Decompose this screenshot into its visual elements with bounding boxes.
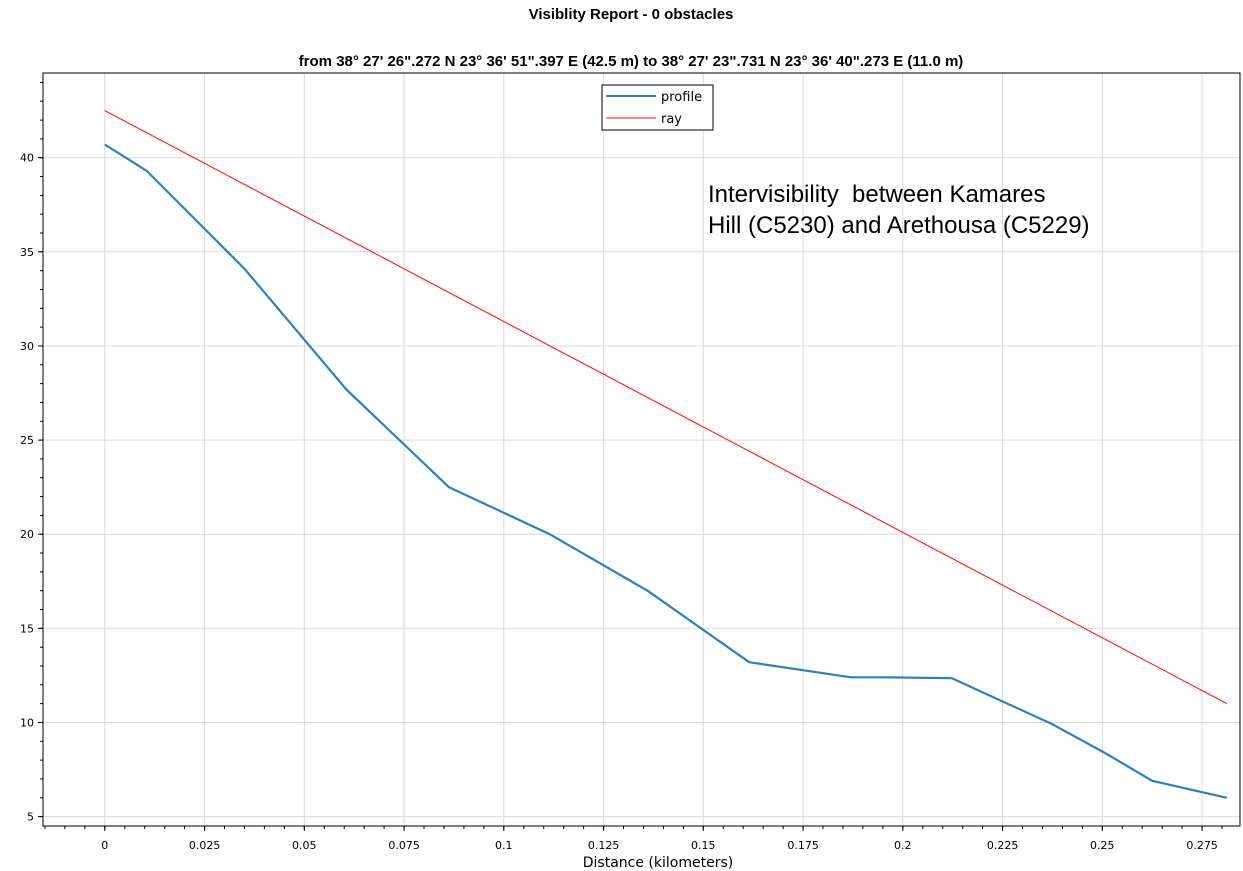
annotation: Intervisibility between Kamares Hill (C5… [708, 181, 1090, 239]
plot-area: 0 0.025 0.05 0.075 0.1 0.125 0.15 0.175 0.2 0.225… [20, 72, 1241, 852]
plot-border [42, 72, 1241, 827]
chart-title: Visiblity Report - 0 obstacles [529, 6, 734, 23]
series-layer [104, 110, 1228, 799]
grid [43, 73, 1240, 826]
x-tick-label: 0.025 [189, 839, 221, 852]
legend-box [601, 84, 714, 131]
x-tick-label: 0.25 [1090, 839, 1115, 852]
y-tick-label: 40 [20, 152, 34, 165]
x-tick-label: 0.075 [388, 839, 420, 852]
y-tick-label: 20 [20, 528, 34, 541]
y-tick-label: 5 [27, 811, 34, 824]
y-tick-label: 15 [20, 622, 34, 635]
x-tick-label: 0.15 [691, 839, 716, 852]
annotation-line-1: Intervisibility between Kamares [708, 181, 1045, 208]
x-axis-label: Distance (kilometers) [583, 855, 733, 871]
y-tick-label: 25 [20, 434, 34, 447]
y-tick-label: 30 [20, 340, 34, 353]
legend: profile ray [601, 84, 714, 131]
series-line-ray [104, 110, 1228, 705]
y-tick-label: 10 [20, 717, 34, 730]
legend-label-profile: profile [661, 90, 702, 105]
x-tick-label: 0 [101, 839, 108, 852]
series-line-profile [104, 143, 1228, 799]
annotation-line-2: Hill (C5230) and Arethousa (C5229) [708, 212, 1090, 239]
x-tick-label: 0.275 [1186, 839, 1218, 852]
x-tick-label: 0.225 [987, 839, 1019, 852]
chart-subtitle: from 38° 27' 26".272 N 23° 36' 51".397 E… [299, 53, 964, 70]
y-tick-label: 35 [20, 246, 34, 259]
x-tick-label: 0.125 [588, 839, 620, 852]
x-tick-label: 0.175 [787, 839, 819, 852]
x-tick-label: 0.05 [292, 839, 317, 852]
axis-ticks: 0 0.025 0.05 0.075 0.1 0.125 0.15 0.175 0.2 0.225… [20, 81, 1223, 852]
legend-label-ray: ray [661, 112, 682, 127]
plot-background [43, 73, 1240, 826]
x-tick-label: 0.2 [894, 839, 912, 852]
x-tick-label: 0.1 [495, 839, 513, 852]
